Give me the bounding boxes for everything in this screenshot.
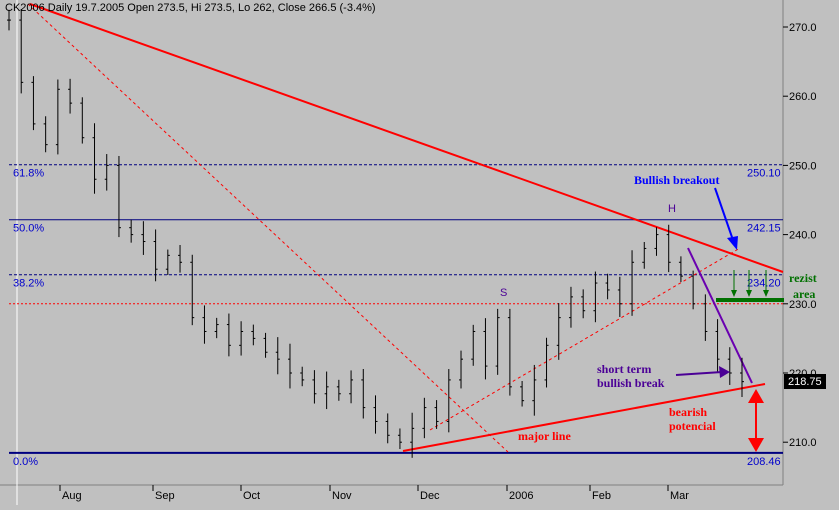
x-tick-label: 2006	[509, 490, 533, 502]
major-downtrend-line	[29, 3, 784, 273]
short-term-arrowhead	[719, 366, 730, 378]
short-term-label-2: bullish break	[597, 376, 665, 390]
short-term-downtrend-line	[687, 247, 753, 384]
fib-percent-label: 0.0%	[13, 456, 38, 468]
major-support-line	[402, 383, 766, 452]
bearish-potential-label-2: potencial	[669, 419, 716, 433]
y-tick-label: 230.0	[789, 299, 817, 311]
x-tick-label: Dec	[420, 490, 440, 502]
x-tick-label: Mar	[670, 490, 689, 502]
fib-value-label: 242.15	[747, 223, 781, 235]
fib-percent-label: 61.8%	[13, 168, 44, 180]
rezist-area-label-2: area	[793, 287, 815, 301]
x-tick-label: Nov	[332, 490, 352, 502]
x-tick-label: Aug	[62, 490, 82, 502]
rezist-arrow-head	[746, 290, 752, 297]
y-tick-label: 270.0	[789, 22, 817, 34]
head-mark: H	[668, 203, 676, 215]
x-tick-label: Sep	[155, 490, 175, 502]
rezist-area-label-1: rezist	[789, 271, 817, 285]
rezist-arrow-head	[763, 290, 769, 297]
fib-percent-label: 38.2%	[13, 278, 44, 290]
major-line-label: major line	[518, 429, 571, 443]
fib-percent-label: 50.0%	[13, 223, 44, 235]
trendlines-layer	[27, 3, 784, 453]
last-price-value: 218.75	[788, 376, 822, 388]
grid-layer: 61.8% 250.10 50.0% 242.15 38.2% 234.20 0.0% 208…	[9, 164, 783, 468]
chart-title: CK2006 Daily 19.7.2005 Open 273.5, Hi 27…	[5, 2, 376, 14]
bearish-arrow-down-head	[748, 438, 764, 452]
bearish-arrow-up-head	[748, 389, 764, 403]
bullish-breakout-label: Bullish breakout	[634, 173, 719, 187]
long-diagonal-dashed	[27, 3, 509, 453]
y-tick-label: 210.0	[789, 437, 817, 449]
last-price-box	[784, 374, 826, 389]
bearish-potential-label-1: bearish	[669, 405, 707, 419]
bullish-breakout-arrowhead	[727, 236, 738, 250]
short-term-arrow	[675, 371, 723, 376]
short-term-label-1: short term	[597, 362, 651, 376]
fib-value-label: 208.46	[747, 456, 781, 468]
fib-value-label: 250.10	[747, 168, 781, 180]
y-tick-label: 260.0	[789, 91, 817, 103]
x-tick-label: Feb	[592, 490, 611, 502]
y-tick-label: 240.0	[789, 230, 817, 242]
fib-value-label: 234.20	[747, 278, 781, 290]
shoulder-mark: S	[500, 287, 507, 299]
bullish-breakout-arrow	[714, 187, 735, 244]
x-tick-label: Oct	[243, 490, 260, 502]
y-tick-label: 250.0	[789, 160, 817, 172]
price-bars-layer	[7, 9, 744, 458]
rezist-arrow-head	[731, 290, 737, 297]
